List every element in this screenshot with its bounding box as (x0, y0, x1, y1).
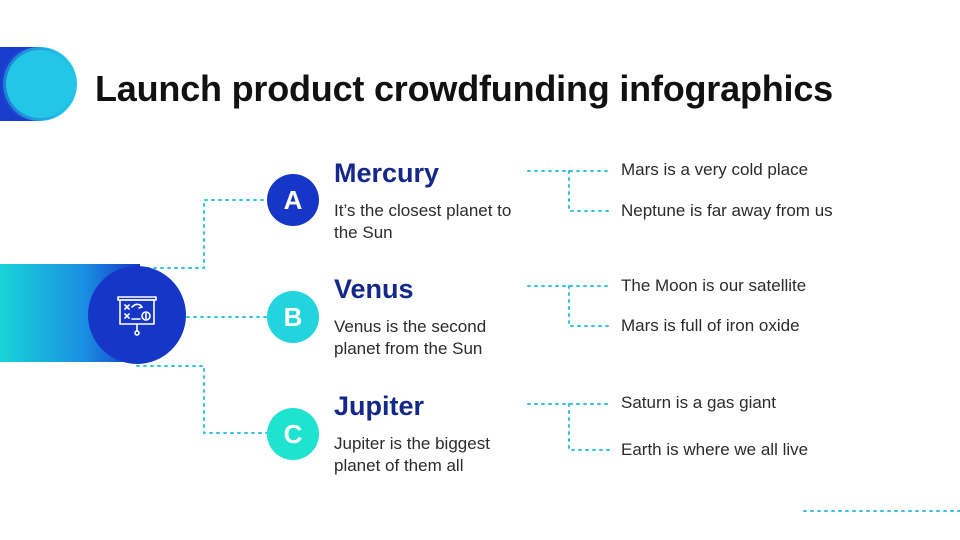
note-mercury-1: Mars is a very cold place (621, 160, 809, 179)
note-jupiter-1: Saturn is a gas giant (621, 393, 776, 412)
connector-notes-b (527, 285, 613, 327)
description-jupiter: Jupiter is the biggest planet of them al… (334, 434, 490, 475)
note-jupiter-2: Earth is where we all live (621, 440, 809, 459)
note-venus-2: Mars is full of iron oxide (621, 316, 800, 335)
badge-c: C (267, 408, 319, 460)
page-title: Launch product crowdfunding infographics (95, 68, 833, 109)
connector-hub-a (139, 199, 269, 269)
description-mercury: It’s the closest planet to the Sun (334, 201, 512, 242)
title-accent-shape (0, 47, 77, 121)
connector-notes-c (527, 403, 613, 451)
connector-notes-a (527, 170, 613, 212)
note-mercury-2: Neptune is far away from us (621, 201, 833, 220)
heading-venus: Venus (334, 274, 414, 304)
heading-jupiter: Jupiter (334, 391, 425, 421)
heading-mercury: Mercury (334, 158, 440, 188)
presentation-board-icon (117, 296, 157, 336)
description-venus: Venus is the second planet from the Sun (334, 317, 487, 358)
connector-hub-c (136, 365, 269, 434)
hub-circle (88, 266, 186, 364)
badge-a: A (267, 174, 319, 226)
badge-b: B (267, 291, 319, 343)
note-venus-1: The Moon is our satellite (621, 276, 807, 295)
